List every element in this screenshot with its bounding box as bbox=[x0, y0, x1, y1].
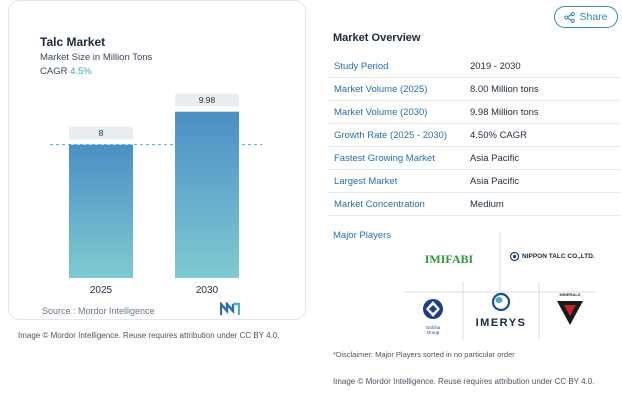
cagr-label: CAGR bbox=[40, 66, 68, 77]
imifabi-logo-text: IMIFABI bbox=[425, 252, 474, 266]
share-label: Share bbox=[579, 11, 608, 23]
data-label-2030: 9.98 bbox=[199, 95, 216, 105]
row-value: 8.00 Million tons bbox=[470, 83, 539, 95]
minerals-logo: MINERALS bbox=[548, 292, 592, 332]
x-tick-2025: 2025 bbox=[90, 285, 113, 296]
row-key[interactable]: Market Volume (2030) bbox=[334, 106, 428, 118]
bar-2025 bbox=[69, 144, 133, 278]
imerys-mark-icon bbox=[491, 292, 511, 312]
market-overview-title: Market Overview bbox=[333, 32, 421, 44]
cagr-value: 4.5% bbox=[70, 66, 92, 77]
row-value: 2019 - 2030 bbox=[470, 60, 521, 72]
overview-row-fastest-growing: Fastest Growing Market Asia Pacific bbox=[328, 147, 620, 170]
chart-cagr: CAGR 4.5% bbox=[40, 66, 92, 77]
chart-source: Source : Mordor Intelligence bbox=[42, 306, 155, 316]
minerals-text: MINERALS bbox=[559, 292, 581, 297]
nippon-talc-mark-icon bbox=[510, 252, 519, 261]
row-key[interactable]: Growth Rate (2025 - 2030) bbox=[334, 129, 448, 141]
row-key[interactable]: Fastest Growing Market bbox=[334, 152, 435, 164]
imifabi-logo: IMIFABI bbox=[424, 250, 474, 266]
overview-row-largest-market: Largest Market Asia Pacific bbox=[328, 170, 620, 193]
golcha-mark-icon bbox=[423, 299, 443, 319]
share-icon bbox=[564, 11, 576, 23]
imerys-text: IMERYS bbox=[475, 317, 527, 329]
share-button[interactable]: Share bbox=[554, 6, 618, 28]
row-value: Medium bbox=[470, 198, 504, 210]
row-key[interactable]: Study Period bbox=[334, 60, 389, 72]
market-overview-table: Study Period 2019 - 2030 Market Volume (… bbox=[328, 55, 620, 216]
bar-2030 bbox=[175, 111, 239, 279]
chart-title: Talc Market bbox=[40, 35, 106, 49]
nippon-talc-text: NIPPON TALC CO.,LTD. bbox=[522, 253, 595, 260]
row-value: 4.50% CAGR bbox=[470, 129, 528, 141]
data-label-2025: 8 bbox=[99, 128, 104, 138]
minerals-mark-icon bbox=[557, 301, 583, 325]
data-label-box-2025 bbox=[69, 126, 133, 140]
disclaimer-text: *Disclaimer: Major Players sorted in no … bbox=[333, 350, 515, 359]
data-label-box-2030 bbox=[175, 93, 239, 107]
image-credit-left: Image © Mordor Intelligence. Reuse requi… bbox=[18, 331, 280, 340]
overview-row-concentration: Market Concentration Medium bbox=[328, 193, 620, 216]
mordor-logo-icon bbox=[220, 302, 240, 315]
x-tick-2030: 2030 bbox=[196, 285, 219, 296]
golcha-text: Golcha Group bbox=[425, 325, 441, 335]
row-key[interactable]: Market Concentration bbox=[334, 198, 425, 210]
row-value: 9.98 Million tons bbox=[470, 106, 539, 118]
overview-row-growth-rate: Growth Rate (2025 - 2030) 4.50% CAGR bbox=[328, 124, 620, 147]
imerys-logo: IMERYS bbox=[470, 292, 532, 329]
row-value: Asia Pacific bbox=[470, 175, 520, 187]
bar-chart: 8 2025 9.98 2030 bbox=[50, 93, 262, 296]
row-value: Asia Pacific bbox=[470, 152, 520, 164]
image-credit-right: Image © Mordor Intelligence. Reuse requi… bbox=[333, 377, 595, 386]
chart-subtitle: Market Size in Million Tons bbox=[40, 52, 153, 63]
overview-row-study-period: Study Period 2019 - 2030 bbox=[328, 55, 620, 78]
overview-row-volume-2030: Market Volume (2030) 9.98 Million tons bbox=[328, 101, 620, 124]
row-key[interactable]: Market Volume (2025) bbox=[334, 83, 428, 95]
overview-row-volume-2025: Market Volume (2025) 8.00 Million tons bbox=[328, 78, 620, 101]
chart-card bbox=[8, 0, 306, 320]
row-key[interactable]: Largest Market bbox=[334, 175, 398, 187]
major-players-title[interactable]: Major Players bbox=[333, 230, 392, 241]
nippon-talc-logo: NIPPON TALC CO.,LTD. bbox=[510, 252, 595, 261]
golcha-logo: Golcha Group bbox=[420, 298, 446, 335]
